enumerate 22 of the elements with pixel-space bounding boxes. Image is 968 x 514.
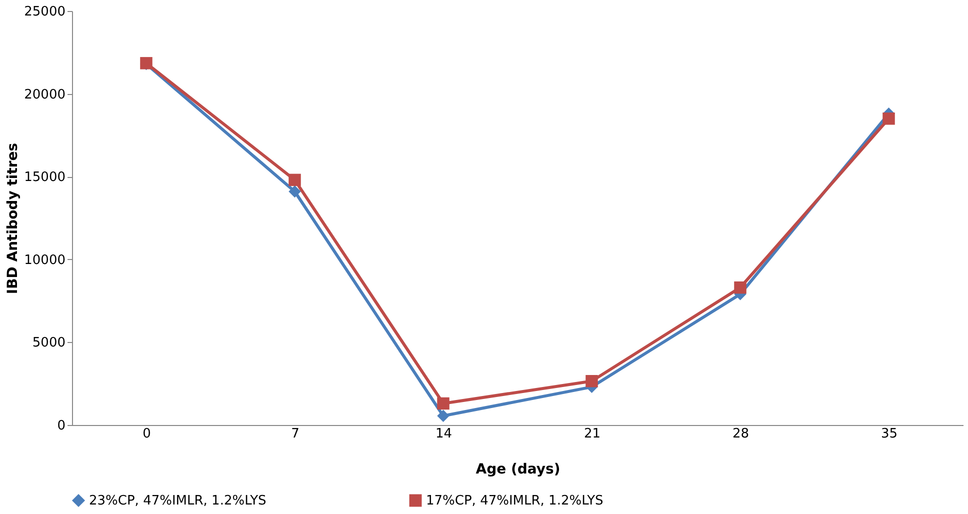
x-tick-label: 0 xyxy=(142,426,151,442)
y-tick-label: 25000 xyxy=(24,4,66,20)
y-tick-label: 15000 xyxy=(24,170,66,186)
y-tick-label: 5000 xyxy=(32,336,66,351)
y-tick-label: 10000 xyxy=(24,252,66,268)
x-tick-label: 14 xyxy=(435,426,452,442)
x-tick-label: 28 xyxy=(732,426,750,442)
legend-label: 17%CP, 47%IMLR, 1.2%LYS xyxy=(426,494,604,509)
point xyxy=(734,281,746,294)
point xyxy=(288,185,301,198)
x-tick-label: 7 xyxy=(291,426,300,442)
point xyxy=(586,374,598,388)
y-axis-title: IBD Antibody titres xyxy=(5,142,22,294)
x-tick-label: 21 xyxy=(584,426,601,442)
x-axis-title: Age (days) xyxy=(476,462,560,478)
point xyxy=(882,112,895,125)
point xyxy=(437,397,450,410)
x-tick-label: 35 xyxy=(880,426,898,442)
point xyxy=(288,174,301,186)
point xyxy=(437,410,450,422)
legend-label: 23%CP, 47%IMLR, 1.2%LYS xyxy=(89,494,266,509)
y-tick-label: 20000 xyxy=(24,87,66,102)
